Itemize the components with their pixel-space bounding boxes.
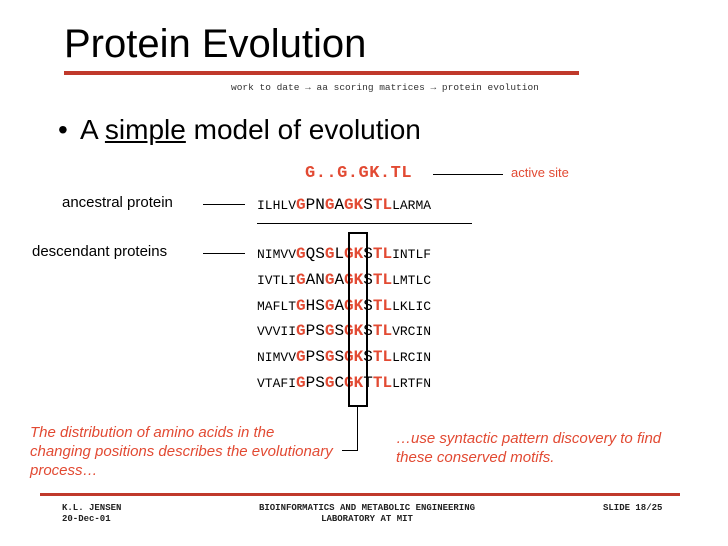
descendant-sequence: MAFLTGHSGAGKSTLLKLIC [257,297,431,316]
descendant-sequence: VTAFIGPSGCGKTTLLRTFN [257,374,431,393]
conserved-residue: G [296,196,306,214]
sequence-segment: AN [305,271,325,289]
sequence-segment: C [334,374,345,392]
sequence-segment: PN [305,196,325,214]
conserved-residue: G [296,374,306,392]
descendant-sequence: IVTLIGANGAGKSTLLMTLC [257,271,431,290]
sequence-segment: VRCIN [392,324,432,339]
conserved-residue: TL [372,271,393,289]
bullet-prefix: A [80,114,105,145]
conserved-residue: G [324,245,335,263]
ancestral-sequence: ILHLVGPNGAGKSTLLARMA [257,196,431,215]
conserved-motif-box [348,232,368,407]
sequence-segment: S [363,348,373,366]
conserved-residue: TL [372,245,393,263]
conserved-residue: G [324,374,335,392]
descendant-leader [203,253,245,254]
sequence-segment: MAFLT [257,299,297,314]
descendant-sequence: NIMVVGQSGLGKSTLINTLF [257,245,431,264]
slide-title: Protein Evolution [64,22,367,66]
sequence-segment: S [363,297,373,315]
bullet-emphasis: simple [104,114,186,145]
conserved-residue: G [296,245,306,263]
left-note: The distribution of amino acids in the c… [30,424,333,479]
footer-divider [40,493,680,496]
footer-author-name: K.L. JENSEN [62,503,122,513]
conserved-residue: G [296,297,306,315]
sequence-segment: S [334,348,345,366]
conserved-residue: TL [372,196,393,214]
sequence-segment: S [363,322,373,340]
sequence-segment: LARMA [392,198,432,213]
conserved-residue: G [324,348,335,366]
footer-lab: BIOINFORMATICS AND METABOLIC ENGINEERING… [256,503,478,525]
breadcrumb: work to date → aa scoring matrices → pro… [231,82,539,93]
descendant-label: descendant proteins [32,243,168,260]
descendant-sequence: NIMVVGPSGSGKSTLLRCIN [257,348,431,367]
sequence-segment: NIMVV [257,350,297,365]
conserved-residue: G [324,271,335,289]
conserved-residue: G [324,322,335,340]
conserved-residue: G [324,297,335,315]
ancestral-leader [203,204,245,205]
active-site-label: active site [511,165,569,180]
sequence-segment: LKLIC [392,299,432,314]
sequence-segment: PS [305,348,325,366]
footer-lab-line1: BIOINFORMATICS AND METABOLIC ENGINEERING [258,503,476,513]
sequence-segment: S [363,196,373,214]
footer-author: K.L. JENSEN 20-Dec-01 [62,503,121,525]
active-site-leader [433,174,503,175]
sequence-segment: S [363,245,373,263]
sequence-segment: A [334,196,345,214]
sequence-segment: HS [305,297,325,315]
right-note: …use syntactic pattern discovery to find… [396,430,662,466]
conserved-residue: TL [372,322,393,340]
sequence-segment: LRCIN [392,350,432,365]
sequence-segment: LRTFN [392,376,432,391]
conserved-residue: G [324,196,335,214]
sequence-segment: PS [305,322,325,340]
conserved-residue: TL [372,374,393,392]
footer-date: 20-Dec-01 [62,514,111,524]
bracket-horizontal [342,450,358,451]
sequence-segment: INTLF [392,247,432,262]
motif-pattern: G..G.GK.TL [305,164,413,183]
bullet-dot-icon: • [58,114,68,145]
conserved-residue: GK [344,196,364,214]
conserved-residue: TL [372,297,393,315]
descendant-sequence: VVVIIGPSGSGKSTLVRCIN [257,322,431,341]
sequence-segment: S [334,322,345,340]
bullet-point: • A simple model of evolution [58,113,421,147]
sequence-segment: L [334,245,345,263]
sequence-segment: PS [305,374,325,392]
conserved-residue: TL [372,348,393,366]
ancestral-label: ancestral protein [62,194,173,211]
conserved-residue: G [296,322,306,340]
title-divider [64,71,579,75]
sequence-segment: VTAFI [257,376,297,391]
sequence-segment: IVTLI [257,273,297,288]
sequence-segment: QS [305,245,325,263]
bullet-suffix: model of evolution [185,114,421,145]
bracket-vertical [357,407,358,451]
sequence-segment: A [334,297,345,315]
ancestral-underline [257,223,472,224]
sequence-segment: S [363,271,373,289]
sequence-segment: T [363,374,373,392]
sequence-segment: NIMVV [257,247,297,262]
sequence-segment: LMTLC [392,273,432,288]
slide-number: SLIDE 18/25 [603,503,663,513]
sequence-segment: A [334,271,345,289]
sequence-segment: ILHLV [257,198,297,213]
conserved-residue: G [296,271,306,289]
sequence-segment: VVVII [257,324,297,339]
conserved-residue: G [296,348,306,366]
footer-lab-line2: LABORATORY AT MIT [321,514,413,524]
